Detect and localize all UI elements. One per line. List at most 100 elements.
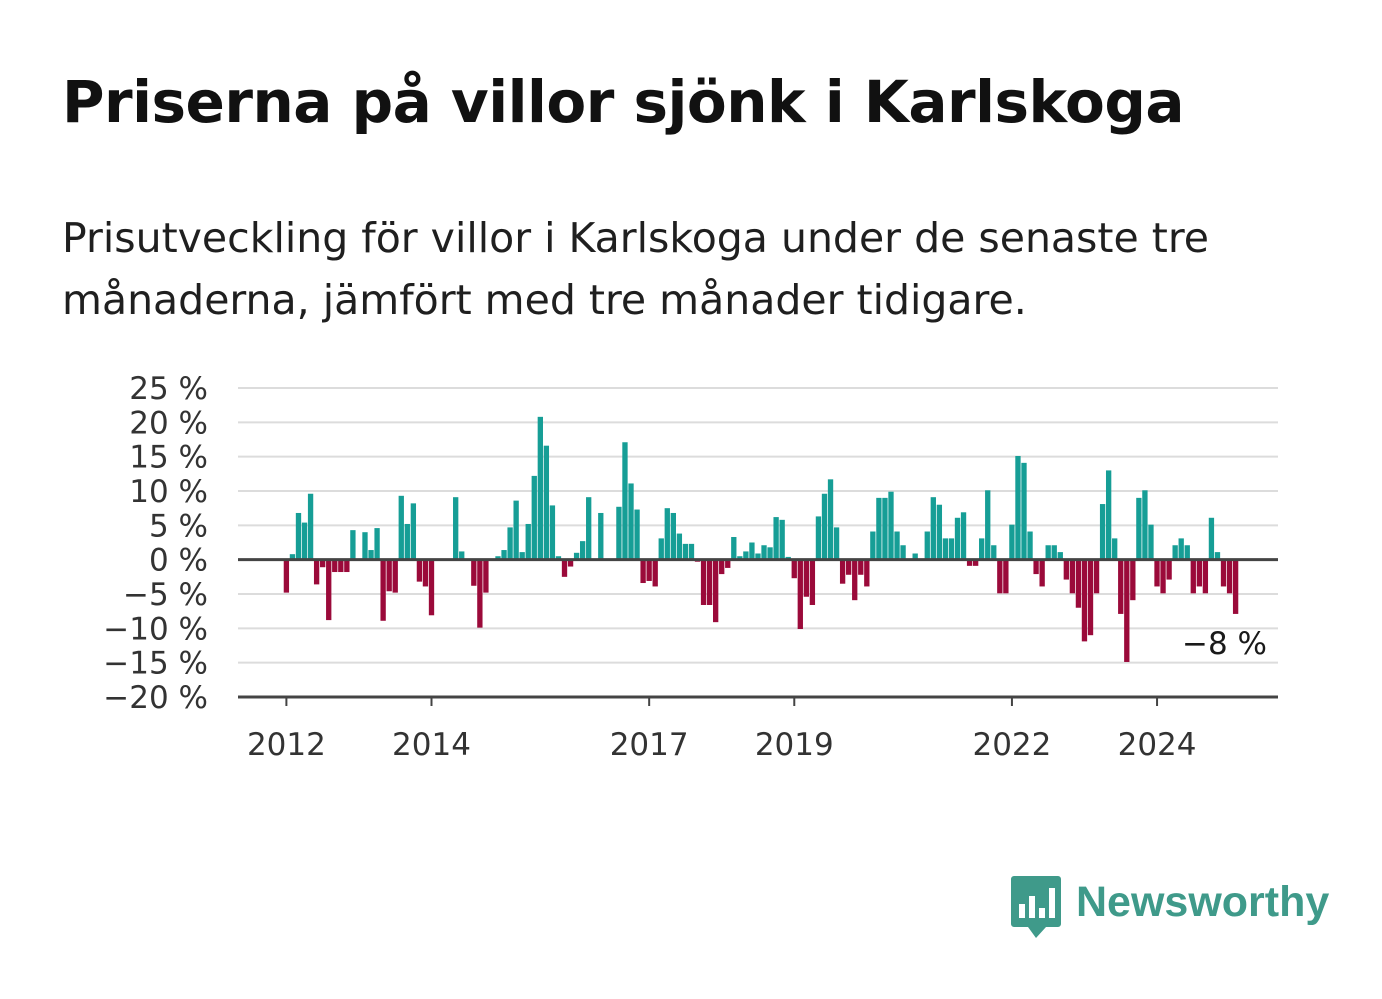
bar bbox=[676, 533, 683, 560]
bar bbox=[1136, 497, 1142, 560]
bar bbox=[338, 559, 344, 573]
bar bbox=[579, 541, 586, 560]
bar bbox=[876, 497, 882, 560]
x-tick-label: 2012 bbox=[247, 727, 326, 763]
bar bbox=[658, 538, 664, 560]
bar bbox=[362, 532, 368, 560]
brand-name: Newsworthy bbox=[1076, 878, 1330, 926]
bar bbox=[1178, 538, 1184, 560]
bar bbox=[1057, 552, 1063, 560]
bar bbox=[471, 559, 477, 586]
chart-subtitle: Prisutveckling för villor i Karlskoga un… bbox=[62, 214, 1209, 324]
bar bbox=[761, 545, 767, 560]
y-tick-label: −5 % bbox=[123, 577, 208, 613]
bar bbox=[779, 519, 785, 560]
bar bbox=[809, 559, 816, 605]
bar bbox=[870, 531, 876, 560]
bar bbox=[646, 559, 652, 581]
bar bbox=[573, 552, 580, 560]
bar bbox=[1051, 545, 1057, 560]
bar bbox=[882, 497, 888, 560]
bar bbox=[652, 559, 658, 587]
newsworthy-brand: Newsworthy bbox=[1010, 874, 1329, 944]
bar bbox=[803, 559, 810, 597]
bar bbox=[307, 493, 314, 560]
x-axis-labels: 2012 2014 2017 2019 2022 2024 bbox=[247, 697, 1197, 763]
y-axis-labels: 25 %20 %15 %10 %5 %0 %−5 %−10 %−15 %−20 … bbox=[103, 371, 208, 716]
bar bbox=[640, 559, 646, 584]
bar bbox=[725, 559, 731, 568]
bar bbox=[894, 531, 900, 560]
bar bbox=[320, 559, 326, 568]
bar bbox=[628, 483, 634, 560]
bar bbox=[507, 527, 513, 560]
bar bbox=[1118, 559, 1124, 614]
last-value-label: −8 % bbox=[1182, 626, 1267, 662]
bar bbox=[283, 559, 290, 593]
bar bbox=[1124, 559, 1130, 662]
bar bbox=[350, 530, 356, 560]
bar bbox=[410, 503, 417, 560]
y-tick-label: −20 % bbox=[103, 680, 208, 716]
bar bbox=[289, 554, 296, 560]
bar bbox=[1142, 490, 1148, 560]
bars bbox=[283, 416, 1239, 662]
bar bbox=[1148, 524, 1154, 560]
bar bbox=[1105, 470, 1112, 560]
bar bbox=[1208, 517, 1215, 560]
bar bbox=[1027, 531, 1033, 560]
bar bbox=[398, 495, 404, 560]
bar bbox=[731, 537, 737, 560]
bar bbox=[972, 559, 979, 566]
bar bbox=[374, 528, 380, 560]
y-tick-label: 20 % bbox=[129, 405, 208, 441]
bar bbox=[622, 442, 628, 560]
bar bbox=[700, 559, 707, 605]
bar bbox=[416, 559, 423, 582]
bar bbox=[501, 550, 507, 560]
bar bbox=[326, 559, 332, 621]
bar bbox=[706, 559, 713, 605]
bar bbox=[1202, 559, 1209, 594]
bar bbox=[1009, 524, 1015, 560]
newsworthy-logo-icon bbox=[1011, 876, 1061, 938]
bar bbox=[1220, 559, 1227, 587]
bar bbox=[979, 538, 985, 560]
bar bbox=[900, 545, 906, 560]
bar bbox=[791, 559, 797, 579]
bar bbox=[1099, 504, 1106, 560]
y-tick-label: −15 % bbox=[103, 646, 208, 682]
bar bbox=[1093, 559, 1100, 594]
bar bbox=[815, 516, 822, 560]
bar bbox=[332, 559, 338, 573]
bar bbox=[368, 550, 374, 560]
bar bbox=[737, 556, 743, 560]
grid-lines bbox=[238, 387, 1278, 664]
bar bbox=[1033, 559, 1039, 575]
y-tick-label: −10 % bbox=[103, 611, 208, 647]
bar bbox=[301, 522, 308, 560]
bar bbox=[549, 505, 556, 560]
bar bbox=[422, 559, 429, 587]
bar bbox=[821, 493, 828, 560]
bar bbox=[386, 559, 392, 592]
bar bbox=[858, 559, 864, 575]
bar bbox=[459, 551, 465, 560]
bar bbox=[567, 559, 574, 567]
bar bbox=[827, 479, 834, 560]
bar bbox=[664, 508, 670, 560]
bar bbox=[1075, 559, 1082, 608]
bar bbox=[453, 497, 459, 560]
x-tick-label: 2017 bbox=[610, 727, 689, 763]
bar bbox=[1226, 559, 1233, 594]
bar bbox=[1214, 552, 1221, 560]
bar bbox=[1021, 462, 1027, 560]
bar bbox=[670, 512, 676, 560]
x-tick-label: 2019 bbox=[755, 727, 834, 763]
bar bbox=[1190, 559, 1196, 594]
bar bbox=[773, 517, 779, 560]
bar bbox=[1003, 559, 1009, 594]
bar bbox=[537, 416, 543, 560]
bar bbox=[997, 559, 1003, 594]
